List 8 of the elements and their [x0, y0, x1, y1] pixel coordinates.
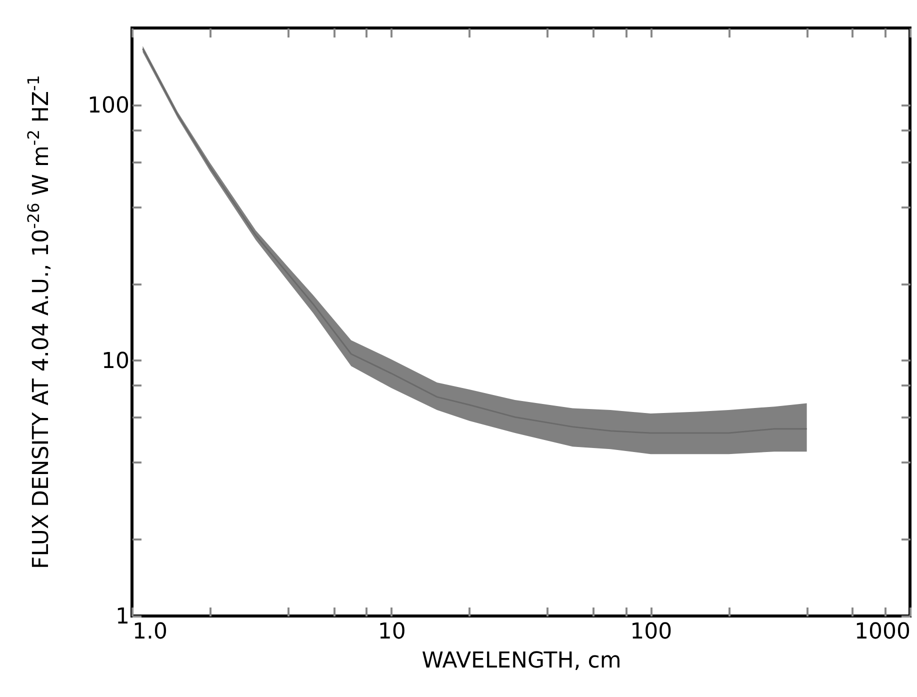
x-axis-title: WAVELENGTH, cm — [422, 648, 622, 674]
x-tick-label: 1.0 — [132, 620, 168, 644]
y-tick-label: 10 — [102, 348, 130, 374]
x-tick-label: 10 — [378, 620, 406, 644]
y-tick-label: 100 — [88, 93, 130, 118]
x-tick-label: 1000 — [854, 620, 910, 644]
x-tick-label: 100 — [630, 620, 672, 644]
y-tick-label: 1 — [116, 604, 130, 630]
